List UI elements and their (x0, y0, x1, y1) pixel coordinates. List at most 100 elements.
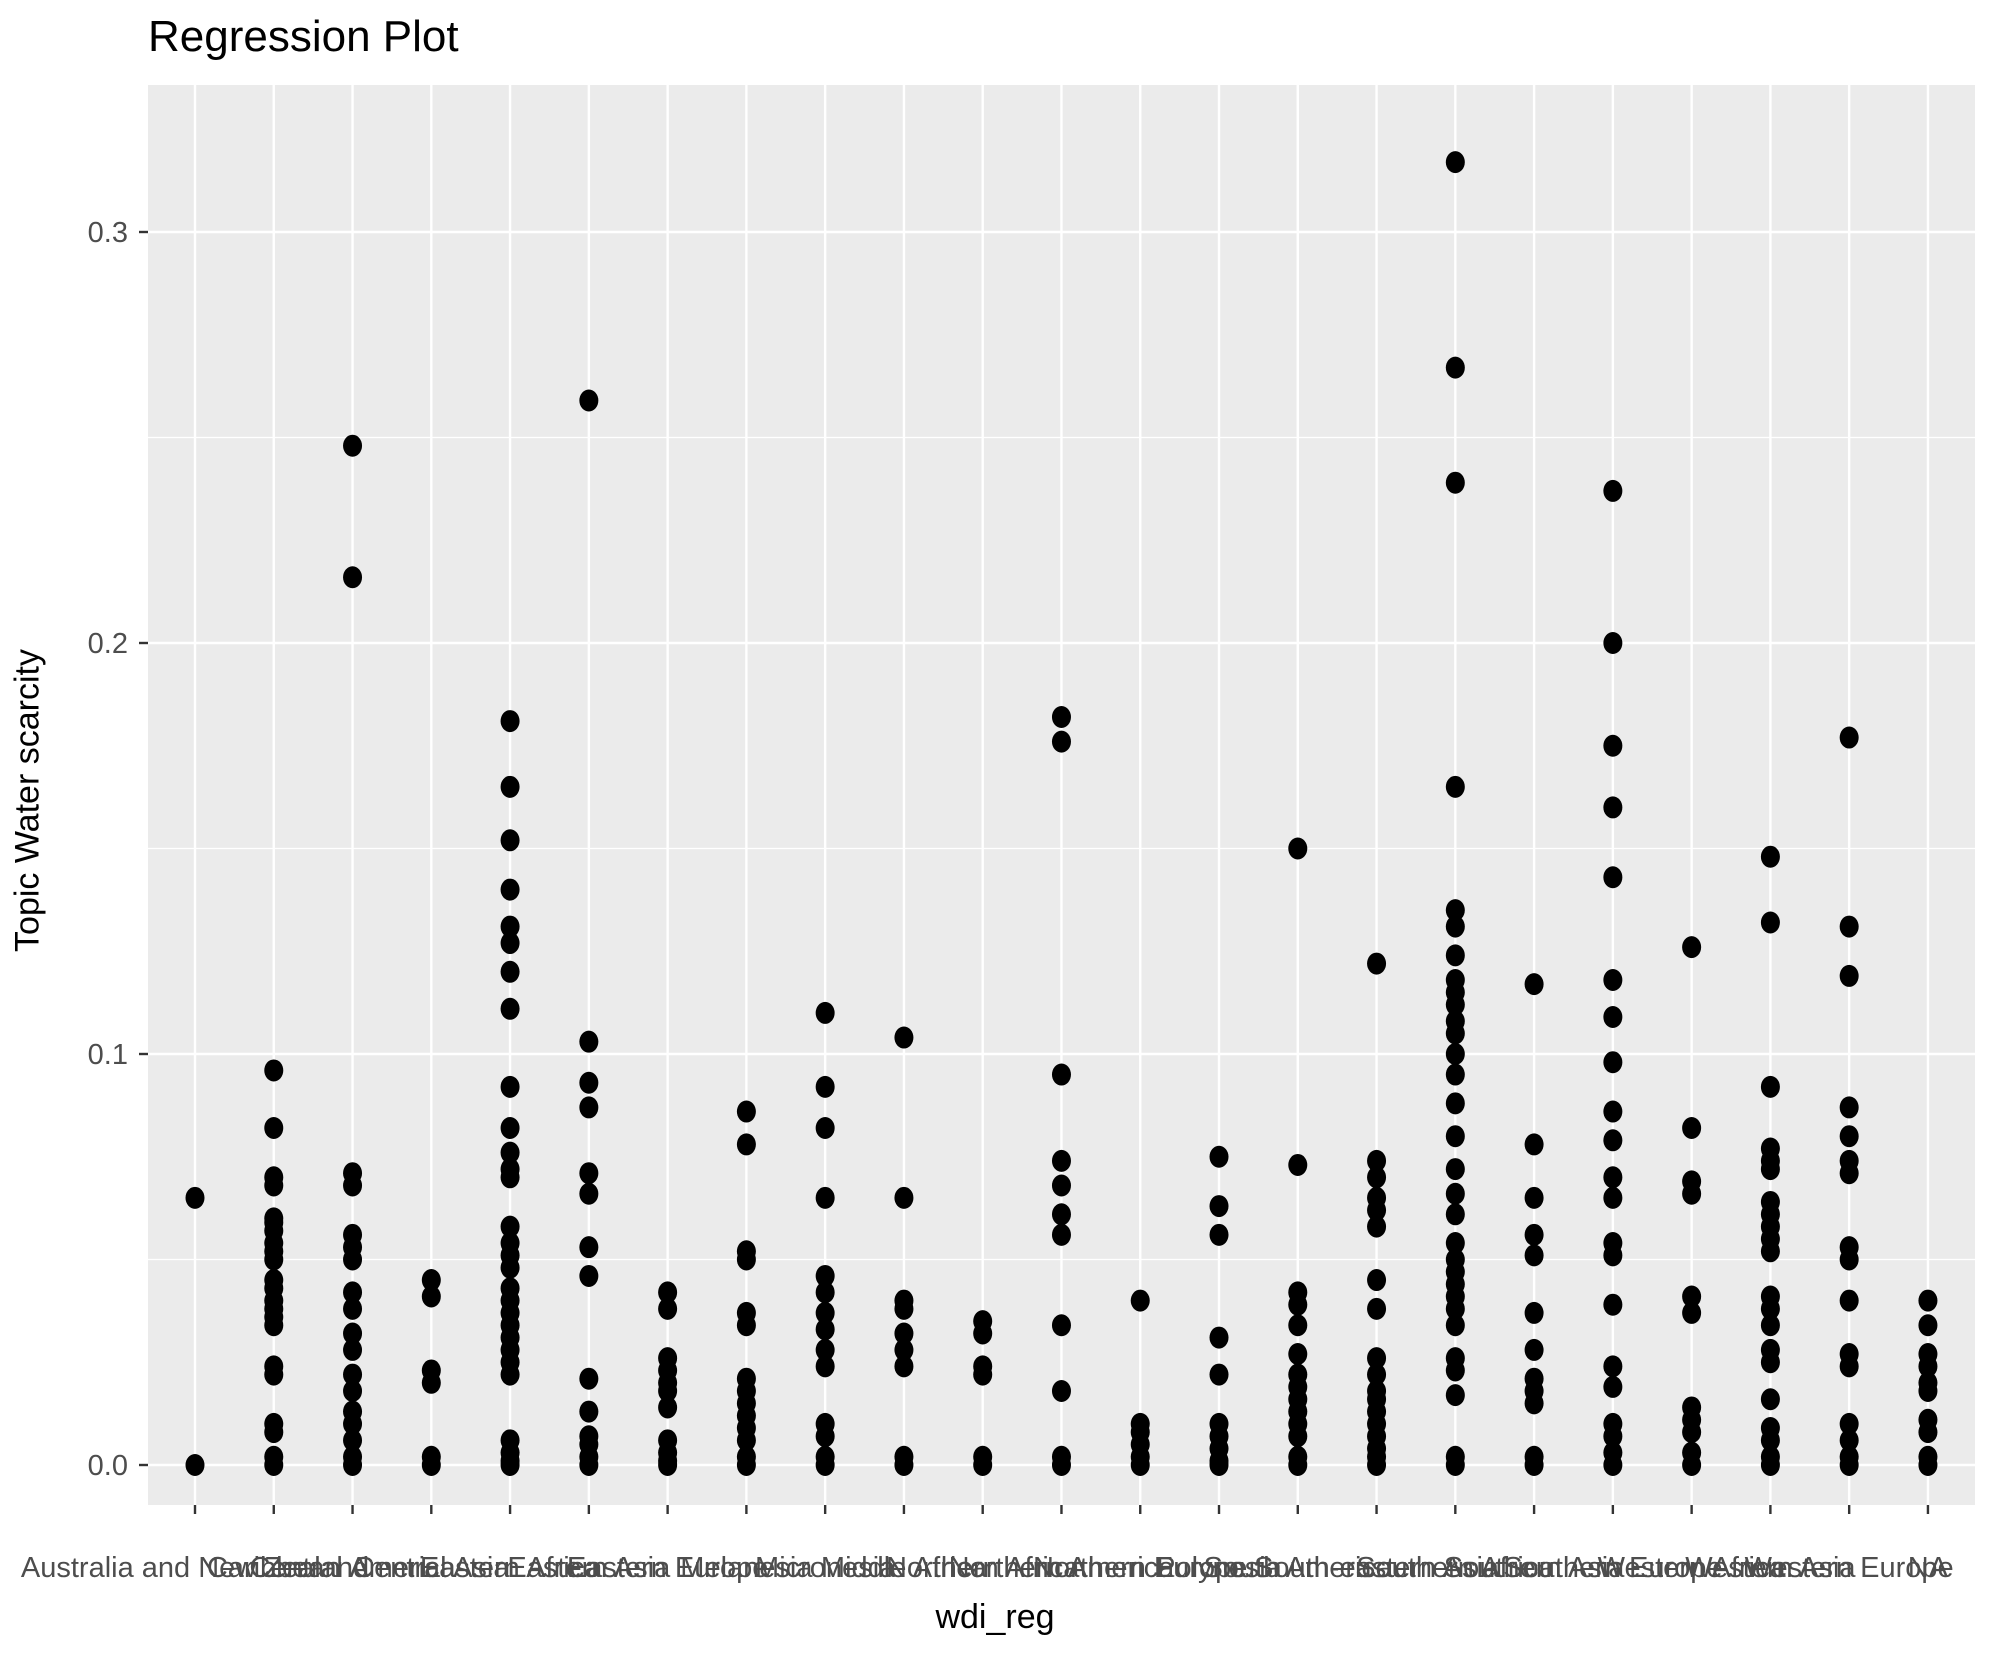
data-point (185, 1186, 205, 1209)
data-point (1839, 1412, 1859, 1435)
data-point (1603, 1454, 1623, 1476)
data-point (1445, 915, 1465, 938)
data-point (579, 1400, 599, 1423)
data-point (343, 1429, 363, 1452)
data-point (1603, 1166, 1623, 1189)
data-point (1367, 1199, 1387, 1222)
data-point (1367, 1149, 1387, 1172)
data-point (973, 1322, 993, 1345)
data-point (1051, 730, 1071, 753)
data-point (1760, 1158, 1780, 1181)
data-point (658, 1454, 678, 1476)
data-point (1760, 1240, 1780, 1263)
x-tick-label: Southern Europe (1503, 1552, 1722, 1584)
data-point (1760, 1454, 1780, 1476)
data-point (1524, 1392, 1544, 1415)
data-point (815, 1338, 835, 1361)
data-point (1288, 837, 1308, 860)
data-point (1288, 1293, 1308, 1316)
data-point (1603, 1375, 1623, 1398)
data-point (1288, 1153, 1308, 1176)
data-point (264, 1314, 284, 1337)
data-point (500, 1141, 520, 1164)
x-tick-label: Eastern Asia (507, 1552, 671, 1584)
x-tick-label: Western Asia (1685, 1552, 1856, 1584)
data-point (894, 1322, 914, 1345)
data-point (1682, 1116, 1702, 1139)
data-point (1288, 1343, 1308, 1366)
data-point (264, 1116, 284, 1139)
data-point (1839, 915, 1859, 938)
data-point (1603, 1006, 1623, 1029)
data-point (1918, 1380, 1938, 1403)
data-point (343, 1454, 363, 1476)
data-point (500, 915, 520, 938)
data-point (343, 1412, 363, 1435)
data-point (1603, 479, 1623, 502)
x-tick-label: Western Africa (1598, 1552, 1787, 1584)
data-point (1524, 973, 1544, 996)
data-point (1445, 1022, 1465, 1045)
data-point (1445, 1158, 1465, 1181)
data-point (343, 1297, 363, 1320)
x-tick-label: Eastern Africa (420, 1552, 601, 1584)
data-point (736, 1454, 756, 1476)
data-point (1839, 1429, 1859, 1452)
data-point (1367, 1215, 1387, 1238)
data-point (1445, 1125, 1465, 1148)
data-point (1760, 1388, 1780, 1411)
data-point (1051, 1174, 1071, 1197)
data-point (736, 1133, 756, 1156)
data-point (1918, 1289, 1938, 1312)
data-point (658, 1297, 678, 1320)
data-point (1445, 1063, 1465, 1086)
data-point (1603, 632, 1623, 654)
data-point (1603, 969, 1623, 992)
data-point (421, 1454, 441, 1476)
data-point (1209, 1363, 1229, 1386)
data-point (1209, 1195, 1229, 1218)
data-point (1682, 936, 1702, 959)
data-point (1918, 1314, 1938, 1337)
data-point (736, 1429, 756, 1452)
data-point (1130, 1289, 1150, 1312)
data-point (815, 1116, 835, 1139)
data-point (1760, 1075, 1780, 1098)
data-point (1051, 1149, 1071, 1172)
y-axis-title: Topic Water scarcity (8, 649, 47, 952)
data-point (1445, 944, 1465, 967)
data-point (500, 1075, 520, 1098)
data-point (1445, 356, 1465, 379)
data-point (1603, 1355, 1623, 1378)
data-point (894, 1186, 914, 1209)
x-tick-label: Northern Europe (1033, 1552, 1247, 1584)
data-point (1367, 1454, 1387, 1476)
data-point (815, 1186, 835, 1209)
data-point (1367, 1297, 1387, 1320)
data-point (579, 1162, 599, 1185)
data-point (1445, 1092, 1465, 1115)
data-point (1051, 1223, 1071, 1246)
data-point (1288, 1425, 1308, 1448)
data-point (1051, 1314, 1071, 1337)
data-point (500, 878, 520, 901)
data-point (815, 1264, 835, 1287)
y-tick-label: 0.3 (88, 217, 128, 249)
data-point (1445, 471, 1465, 494)
data-point (500, 1363, 520, 1386)
data-point (1918, 1355, 1938, 1378)
y-tick-label: 0.1 (88, 1039, 128, 1071)
data-point (1445, 1043, 1465, 1065)
data-point (1288, 1454, 1308, 1476)
data-point (736, 1100, 756, 1123)
data-point (1603, 1051, 1623, 1074)
x-tick-label: Australia and New Zealand (21, 1552, 369, 1584)
data-point (579, 1182, 599, 1205)
x-tick-label: Central America (249, 1552, 456, 1584)
data-point (815, 1454, 835, 1476)
data-point (815, 1318, 835, 1341)
data-point (421, 1269, 441, 1292)
data-point (500, 997, 520, 1020)
x-tick-label: Polynesia (1156, 1552, 1283, 1584)
y-tick-label: 0.2 (88, 628, 128, 660)
